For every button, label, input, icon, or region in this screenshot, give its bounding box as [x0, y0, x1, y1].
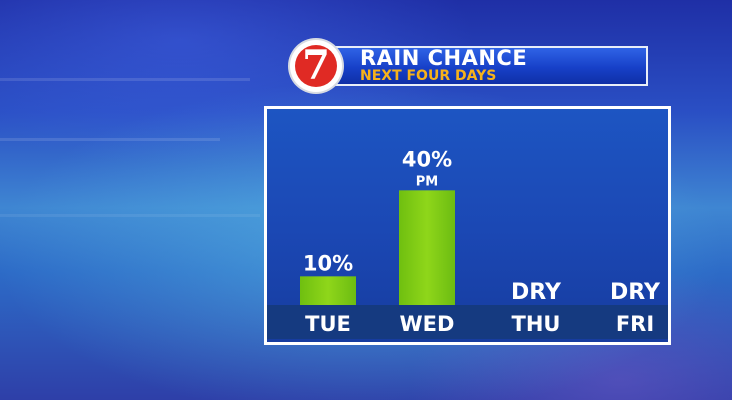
graphic-header: 7 RAIN CHANCE NEXT FOUR DAYS	[290, 40, 650, 92]
rain-chance-chart: 10% TUE 40% PM WED DRY THU DRY FRI	[267, 147, 668, 339]
background-streak	[0, 138, 220, 141]
background-streak	[0, 214, 260, 217]
data-label-thu: DRY	[511, 280, 562, 305]
graphic-title: RAIN CHANCE	[360, 46, 528, 70]
data-sublabel-wed: PM	[416, 174, 438, 189]
x-axis-band	[267, 305, 668, 339]
x-tick-label-wed: WED	[400, 312, 455, 336]
logo-number: 7	[295, 45, 337, 87]
x-tick-label-fri: FRI	[616, 312, 654, 336]
graphic-subtitle: NEXT FOUR DAYS	[360, 68, 497, 84]
background-streak	[0, 78, 250, 81]
x-tick-label-tue: TUE	[305, 312, 351, 336]
bar-tue	[300, 276, 356, 305]
header-bar	[320, 46, 648, 86]
bar-wed	[399, 190, 455, 305]
data-label-tue: 10%	[303, 251, 353, 275]
data-label-fri: DRY	[610, 280, 661, 305]
station-logo: 7	[290, 40, 342, 92]
chart-panel: 10% TUE 40% PM WED DRY THU DRY FRI	[264, 106, 671, 345]
x-tick-label-thu: THU	[512, 312, 561, 336]
data-label-wed: 40%	[402, 147, 452, 171]
